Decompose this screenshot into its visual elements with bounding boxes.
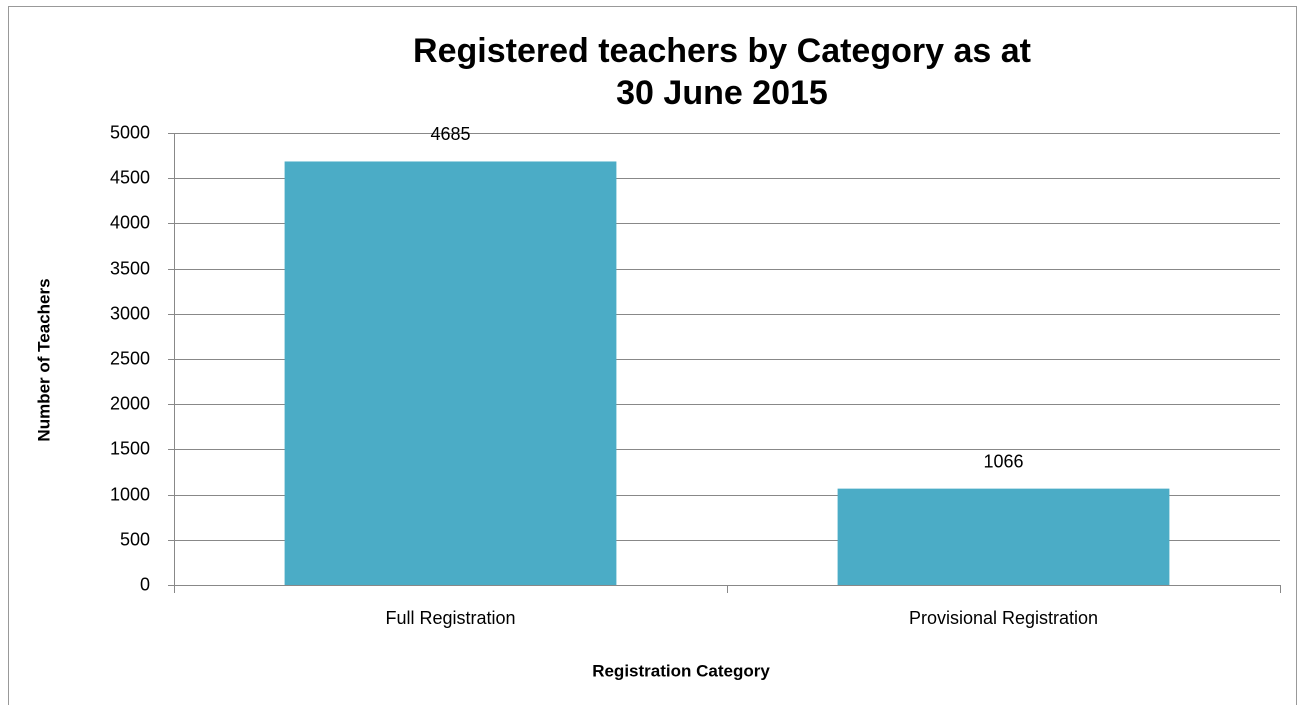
data-label: 4685: [430, 124, 470, 144]
y-tick-label: 1000: [110, 484, 150, 504]
y-tick-label: 3000: [110, 303, 150, 323]
x-tick-label: Full Registration: [385, 608, 515, 628]
y-tick-label: 2500: [110, 348, 150, 368]
y-axis-title: Number of Teachers: [34, 278, 53, 441]
x-tick-label: Provisional Registration: [909, 608, 1098, 628]
chart-border: [8, 6, 1297, 705]
y-tick-label: 5000: [110, 122, 150, 142]
bar: [837, 488, 1170, 585]
y-tick-label: 2000: [110, 393, 150, 413]
bar: [284, 161, 617, 585]
y-tick-label: 3500: [110, 258, 150, 278]
y-tick-label: 500: [120, 529, 150, 549]
x-axis-title: Registration Category: [592, 661, 770, 680]
y-tick-label: 4500: [110, 167, 150, 187]
y-tick-label: 4000: [110, 212, 150, 232]
data-label: 1066: [983, 451, 1023, 471]
y-tick-label: 1500: [110, 438, 150, 458]
y-tick-label: 0: [140, 574, 150, 594]
chart-title: Registered teachers by Category as at 30…: [413, 32, 1031, 112]
